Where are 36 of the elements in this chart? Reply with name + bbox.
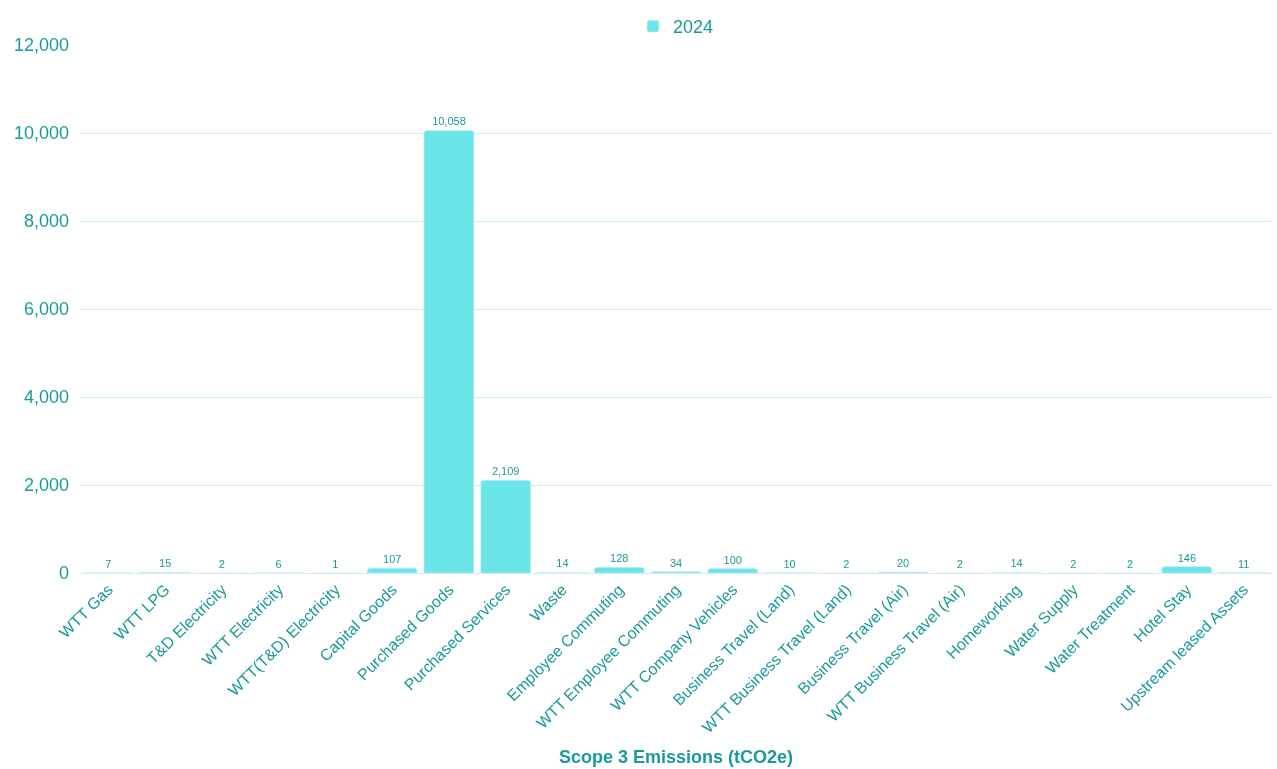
bar (366, 568, 418, 573)
y-tick-label: 12,000 (13, 35, 69, 56)
y-tick-label: 4,000 (23, 387, 69, 408)
bar (707, 568, 758, 573)
data-label: 2 (218, 557, 225, 570)
data-label: 2 (1127, 557, 1134, 570)
bar (480, 479, 531, 573)
data-label: 6 (275, 557, 282, 570)
data-label: 34 (669, 556, 683, 569)
data-label: 128 (610, 552, 629, 565)
bar (423, 130, 475, 573)
data-label: 2,109 (491, 465, 520, 478)
y-tick-label: 2,000 (23, 475, 69, 496)
data-label: 146 (1177, 551, 1197, 564)
bar (1161, 566, 1213, 573)
y-tick-label: 0 (58, 563, 69, 584)
data-label: 11 (1237, 557, 1250, 570)
y-tick-label: 10,000 (13, 123, 69, 144)
y-tick-label: 8,000 (23, 211, 69, 232)
data-label: 2 (1070, 557, 1077, 570)
bar (594, 567, 645, 573)
data-label: 10 (783, 557, 796, 570)
legend-label: 2024 (673, 17, 714, 38)
data-label: 15 (159, 557, 172, 570)
data-label: 20 (896, 557, 910, 570)
data-label: 2 (956, 557, 963, 570)
data-label: 1 (332, 557, 339, 570)
data-label: 2 (843, 557, 850, 570)
x-axis-title: Scope 3 Emissions (tCO2e) (558, 747, 794, 768)
data-label: 14 (556, 557, 569, 570)
data-label: 14 (1010, 557, 1023, 570)
data-label: 100 (723, 553, 742, 566)
data-label: 107 (383, 553, 402, 566)
data-label: 10,058 (432, 115, 466, 128)
y-tick-label: 6,000 (23, 299, 69, 320)
data-label: 7 (105, 557, 112, 570)
